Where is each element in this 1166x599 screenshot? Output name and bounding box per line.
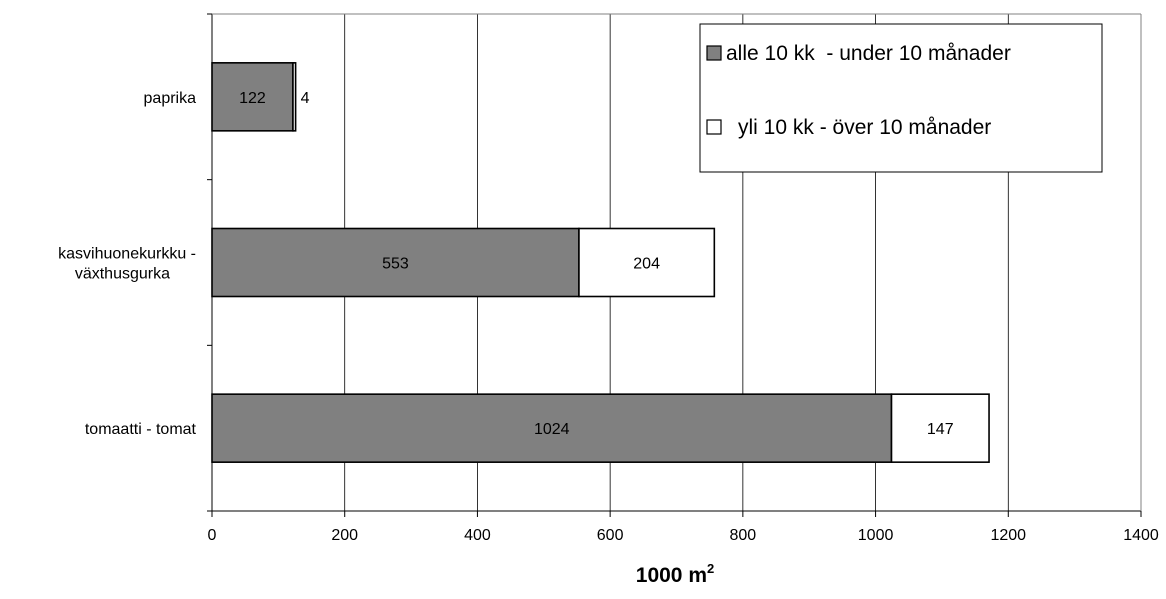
x-tick-label-1200: 1200 — [990, 527, 1026, 544]
legend-swatch-over-10 — [706, 119, 722, 135]
x-axis-title-text: 1000 m — [636, 564, 707, 587]
legend-swatch-under-10 — [706, 45, 722, 61]
data-label-1-series-0: 553 — [382, 256, 409, 273]
bar-0-series-1 — [292, 62, 297, 132]
data-label-2-series-1: 147 — [927, 421, 954, 438]
x-tick-label-200: 200 — [331, 527, 358, 544]
legend: alle 10 kk - under 10 månader yli 10 kk … — [699, 23, 1103, 173]
data-label-2-series-0: 1024 — [534, 421, 570, 438]
bar-2-series-0 — [211, 393, 893, 463]
data-label-0-series-1: 4 — [301, 90, 310, 107]
x-tick-label-1400: 1400 — [1123, 527, 1159, 544]
category-label-2-line-0: tomaatti - tomat — [85, 421, 197, 438]
x-tick-label-400: 400 — [464, 527, 491, 544]
y-ticks — [207, 13, 212, 512]
legend-label-over-10: yli 10 kk - över 10 månader — [738, 116, 991, 139]
x-ticks: 0 200 400 600 800 1000 1200 1400 — [208, 511, 1159, 544]
category-label-1-line-1: växthusgurka — [75, 266, 170, 283]
category-label-0-line-0: paprika — [144, 90, 197, 107]
category-label-1-line-0: kasvihuonekurkku - — [58, 246, 196, 263]
x-tick-label-0: 0 — [208, 527, 217, 544]
data-labels: 122 4 553 204 1024 147 — [239, 90, 954, 438]
data-label-1-series-1: 204 — [633, 256, 660, 273]
category-labels: paprika kasvihuonekurkku - växthusgurka tom… — [58, 90, 196, 438]
bar-1-series-0 — [211, 227, 580, 298]
legend-label-under-10: alle 10 kk - under 10 månader — [726, 42, 1011, 65]
x-tick-label-600: 600 — [597, 527, 624, 544]
axes — [211, 13, 1142, 512]
bar-0-series-0 — [211, 62, 294, 132]
bars — [211, 62, 990, 463]
x-axis-title-superscript: 2 — [707, 561, 714, 576]
x-axis-title: 1000 m2 — [636, 561, 714, 587]
bar-1-series-1 — [578, 227, 716, 298]
bar-2-series-1 — [890, 393, 990, 463]
data-label-0-series-0: 122 — [239, 90, 266, 107]
x-tick-label-800: 800 — [730, 527, 757, 544]
x-tick-label-1000: 1000 — [858, 527, 894, 544]
legend-box — [699, 23, 1103, 173]
